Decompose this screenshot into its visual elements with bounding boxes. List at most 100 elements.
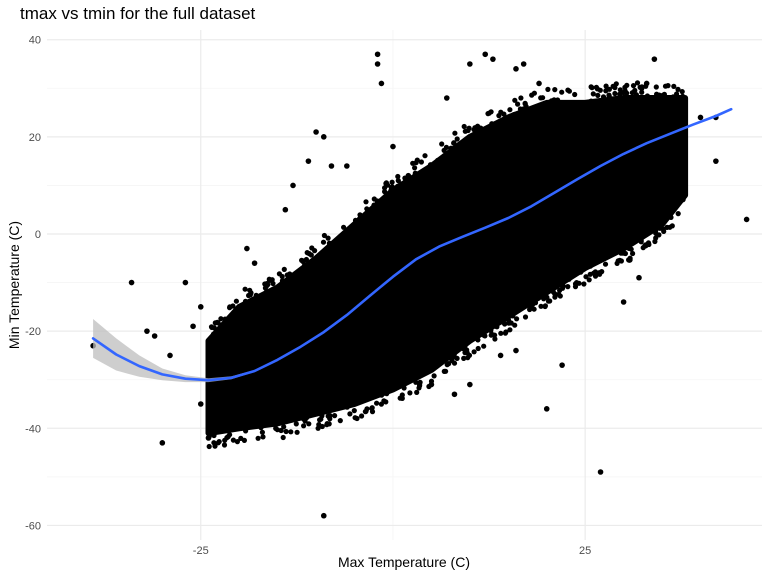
outlier-point: [674, 100, 681, 106]
data-point: [545, 86, 551, 92]
data-point: [374, 198, 380, 204]
data-point: [543, 290, 549, 296]
data-point: [306, 421, 312, 427]
data-point: [452, 130, 458, 136]
data-point: [485, 111, 491, 117]
outlier-point: [182, 279, 189, 286]
data-point: [654, 91, 660, 97]
data-point: [572, 284, 579, 290]
outlier-point: [282, 206, 289, 213]
data-point: [559, 285, 566, 291]
data-point: [578, 269, 584, 275]
outlier-point: [482, 51, 489, 58]
chart-title: tmax vs tmin for the full dataset: [20, 4, 256, 23]
data-point: [359, 413, 365, 419]
data-point: [222, 316, 228, 322]
outlier-point: [290, 182, 296, 189]
data-point: [518, 95, 524, 101]
data-point: [352, 415, 358, 421]
data-point: [382, 185, 388, 191]
data-point: [503, 315, 509, 321]
data-point: [341, 224, 347, 230]
data-point: [481, 332, 487, 338]
data-point: [603, 83, 609, 89]
outlier-point: [128, 279, 135, 286]
data-point: [679, 89, 685, 95]
data-point: [507, 327, 513, 333]
data-point: [294, 429, 300, 435]
outlier-point: [713, 158, 719, 164]
data-point: [448, 145, 454, 151]
data-point: [279, 278, 285, 284]
outlier-point: [205, 435, 212, 441]
data-point: [522, 100, 528, 106]
data-point: [214, 319, 220, 325]
data-point: [474, 333, 480, 339]
outlier-point: [378, 80, 385, 87]
data-point: [629, 240, 636, 246]
data-point: [374, 400, 380, 406]
data-point: [316, 422, 322, 428]
data-point: [626, 257, 632, 263]
data-point: [412, 170, 418, 176]
x-tick-label: 25: [579, 545, 591, 557]
data-point: [588, 84, 594, 90]
data-point: [515, 101, 521, 107]
outlier-point: [251, 260, 258, 266]
data-point: [439, 141, 445, 147]
data-point: [675, 86, 681, 92]
data-point: [283, 428, 289, 435]
data-point: [512, 97, 518, 103]
data-point: [344, 404, 350, 410]
data-point: [615, 258, 621, 264]
data-point: [369, 405, 375, 411]
data-point: [522, 314, 529, 320]
data-point: [281, 424, 287, 430]
dense-point-region: [205, 95, 689, 437]
data-point: [512, 322, 518, 328]
data-point: [433, 363, 440, 369]
data-point: [529, 92, 535, 98]
data-point: [644, 93, 651, 99]
data-point: [588, 98, 594, 104]
outlier-point: [305, 158, 312, 164]
data-point: [507, 107, 513, 113]
outlier-point: [636, 274, 642, 281]
data-point: [595, 92, 601, 98]
data-point: [454, 136, 460, 142]
outlier-point: [405, 172, 412, 179]
outlier-point: [374, 51, 381, 58]
data-point: [538, 303, 544, 309]
confidence-band: [93, 319, 255, 383]
data-point: [667, 224, 673, 230]
data-point: [555, 97, 561, 103]
data-point: [540, 293, 546, 299]
data-point: [208, 324, 215, 330]
data-point: [337, 418, 343, 424]
data-point: [634, 80, 641, 86]
data-point: [506, 320, 512, 326]
data-point: [233, 298, 239, 304]
data-point: [281, 266, 287, 272]
data-point: [351, 408, 357, 414]
data-point: [466, 125, 472, 131]
data-point: [401, 385, 407, 391]
data-point: [494, 324, 500, 330]
data-point: [639, 89, 645, 95]
data-point: [652, 238, 658, 245]
data-point: [674, 91, 680, 97]
data-point: [446, 361, 452, 367]
outlier-point: [513, 347, 519, 354]
data-point: [586, 277, 592, 283]
data-point: [461, 355, 467, 361]
data-point: [462, 128, 468, 134]
y-axis-label: Min Temperature (C): [6, 221, 22, 349]
data-point: [304, 414, 310, 421]
data-point: [498, 330, 504, 336]
data-point: [454, 355, 460, 361]
data-point: [630, 83, 637, 89]
data-point: [293, 421, 299, 427]
data-point: [640, 245, 646, 251]
data-point: [230, 437, 236, 443]
data-point: [622, 88, 628, 94]
